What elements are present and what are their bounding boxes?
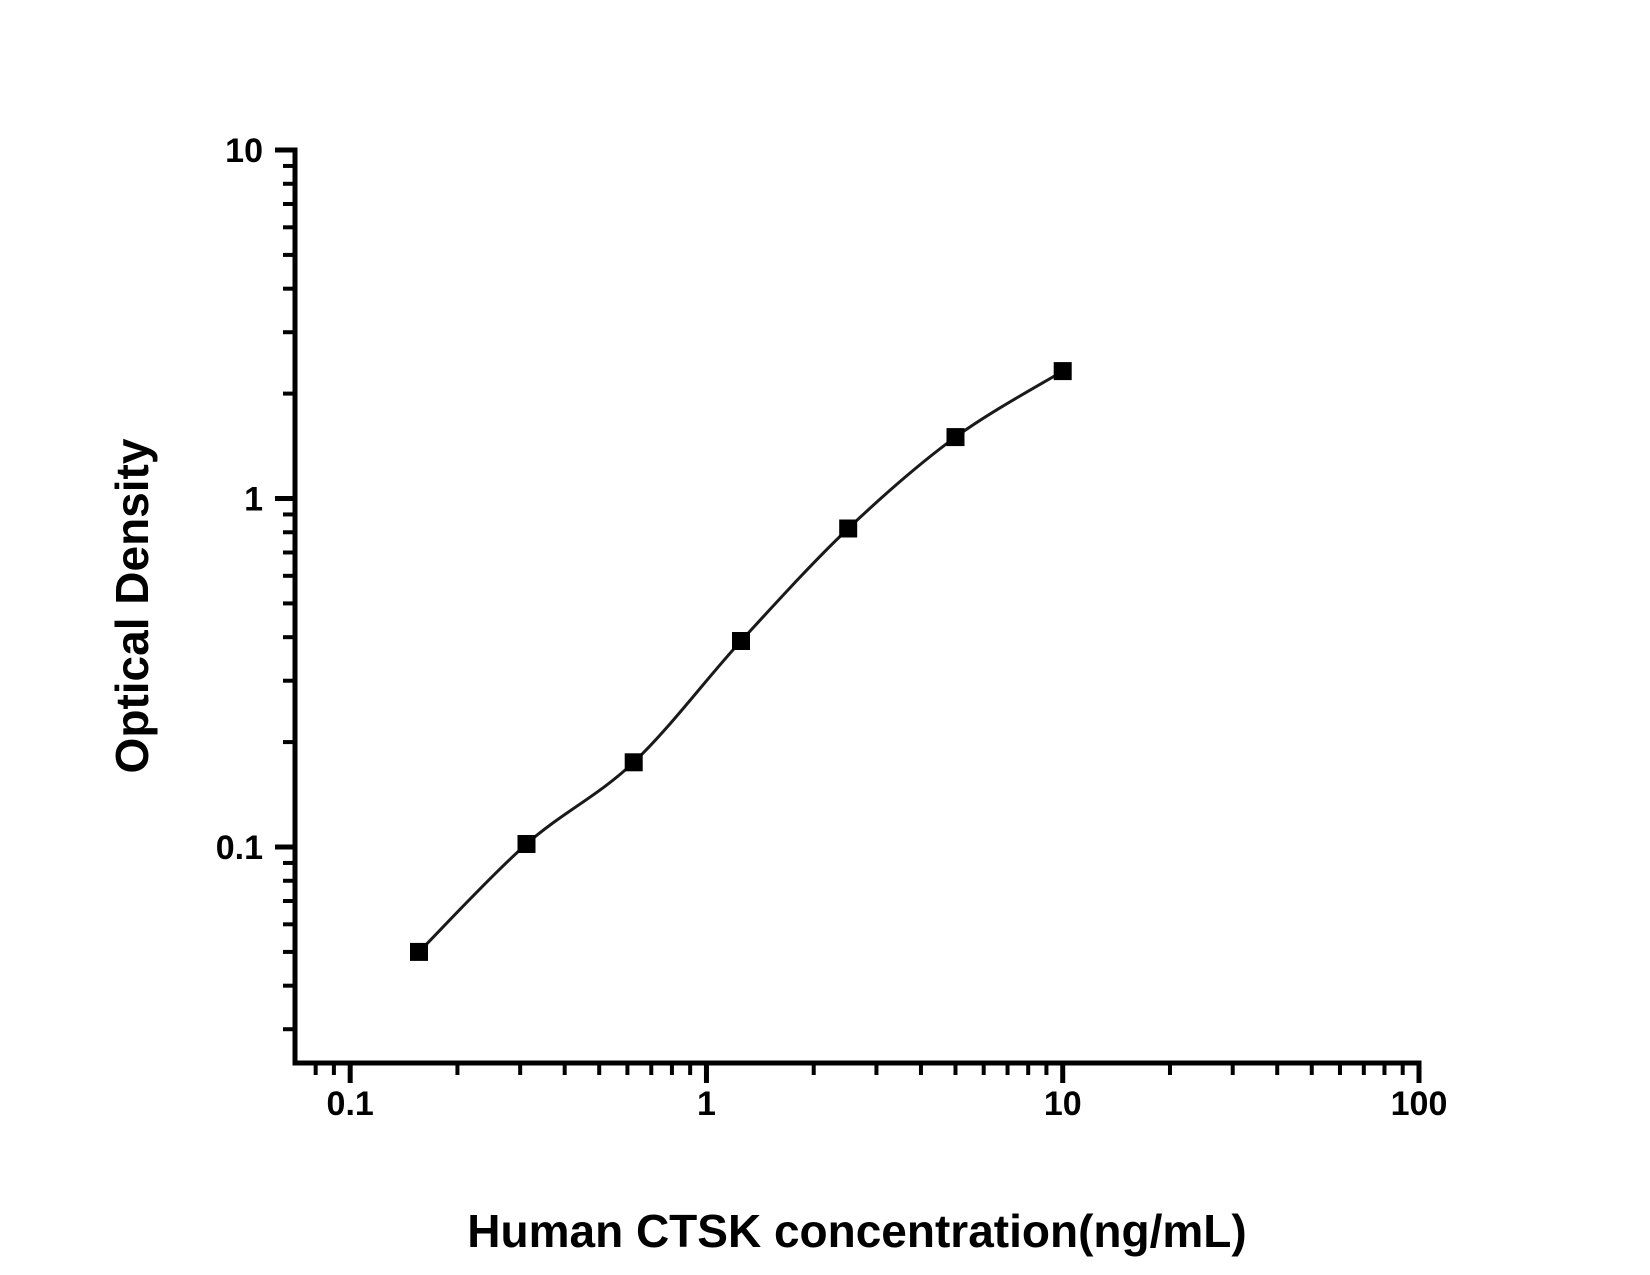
y-tick-label: 1 [244,481,263,519]
data-series-layer [410,362,1072,961]
x-tick-label: 10 [1044,1085,1082,1123]
curve-line [417,369,1064,953]
data-point-marker [1053,362,1072,381]
data-point-marker [732,632,750,650]
x-tick-label: 1 [697,1085,716,1123]
data-point-marker [517,835,536,853]
x-tick-label: 100 [1391,1085,1448,1123]
y-tick-label: 0.1 [216,829,263,867]
axis-ticks [275,147,1422,1083]
axis-tick-labels: 0.1 1 10 100 0.1 1 10 [216,132,1448,1123]
data-point-marker [624,753,643,772]
data-point-marker [946,428,965,447]
y-axis-title: Optical Density [106,438,158,773]
x-axis-title: Human CTSK concentration(ng/mL) [467,1205,1246,1257]
x-tick-label: 0.1 [327,1085,374,1123]
axis-frame [292,147,1422,1066]
data-point-marker [410,942,428,961]
axis-lines [292,147,1422,1066]
data-point-marker [839,519,858,538]
y-tick-label: 10 [225,132,263,170]
